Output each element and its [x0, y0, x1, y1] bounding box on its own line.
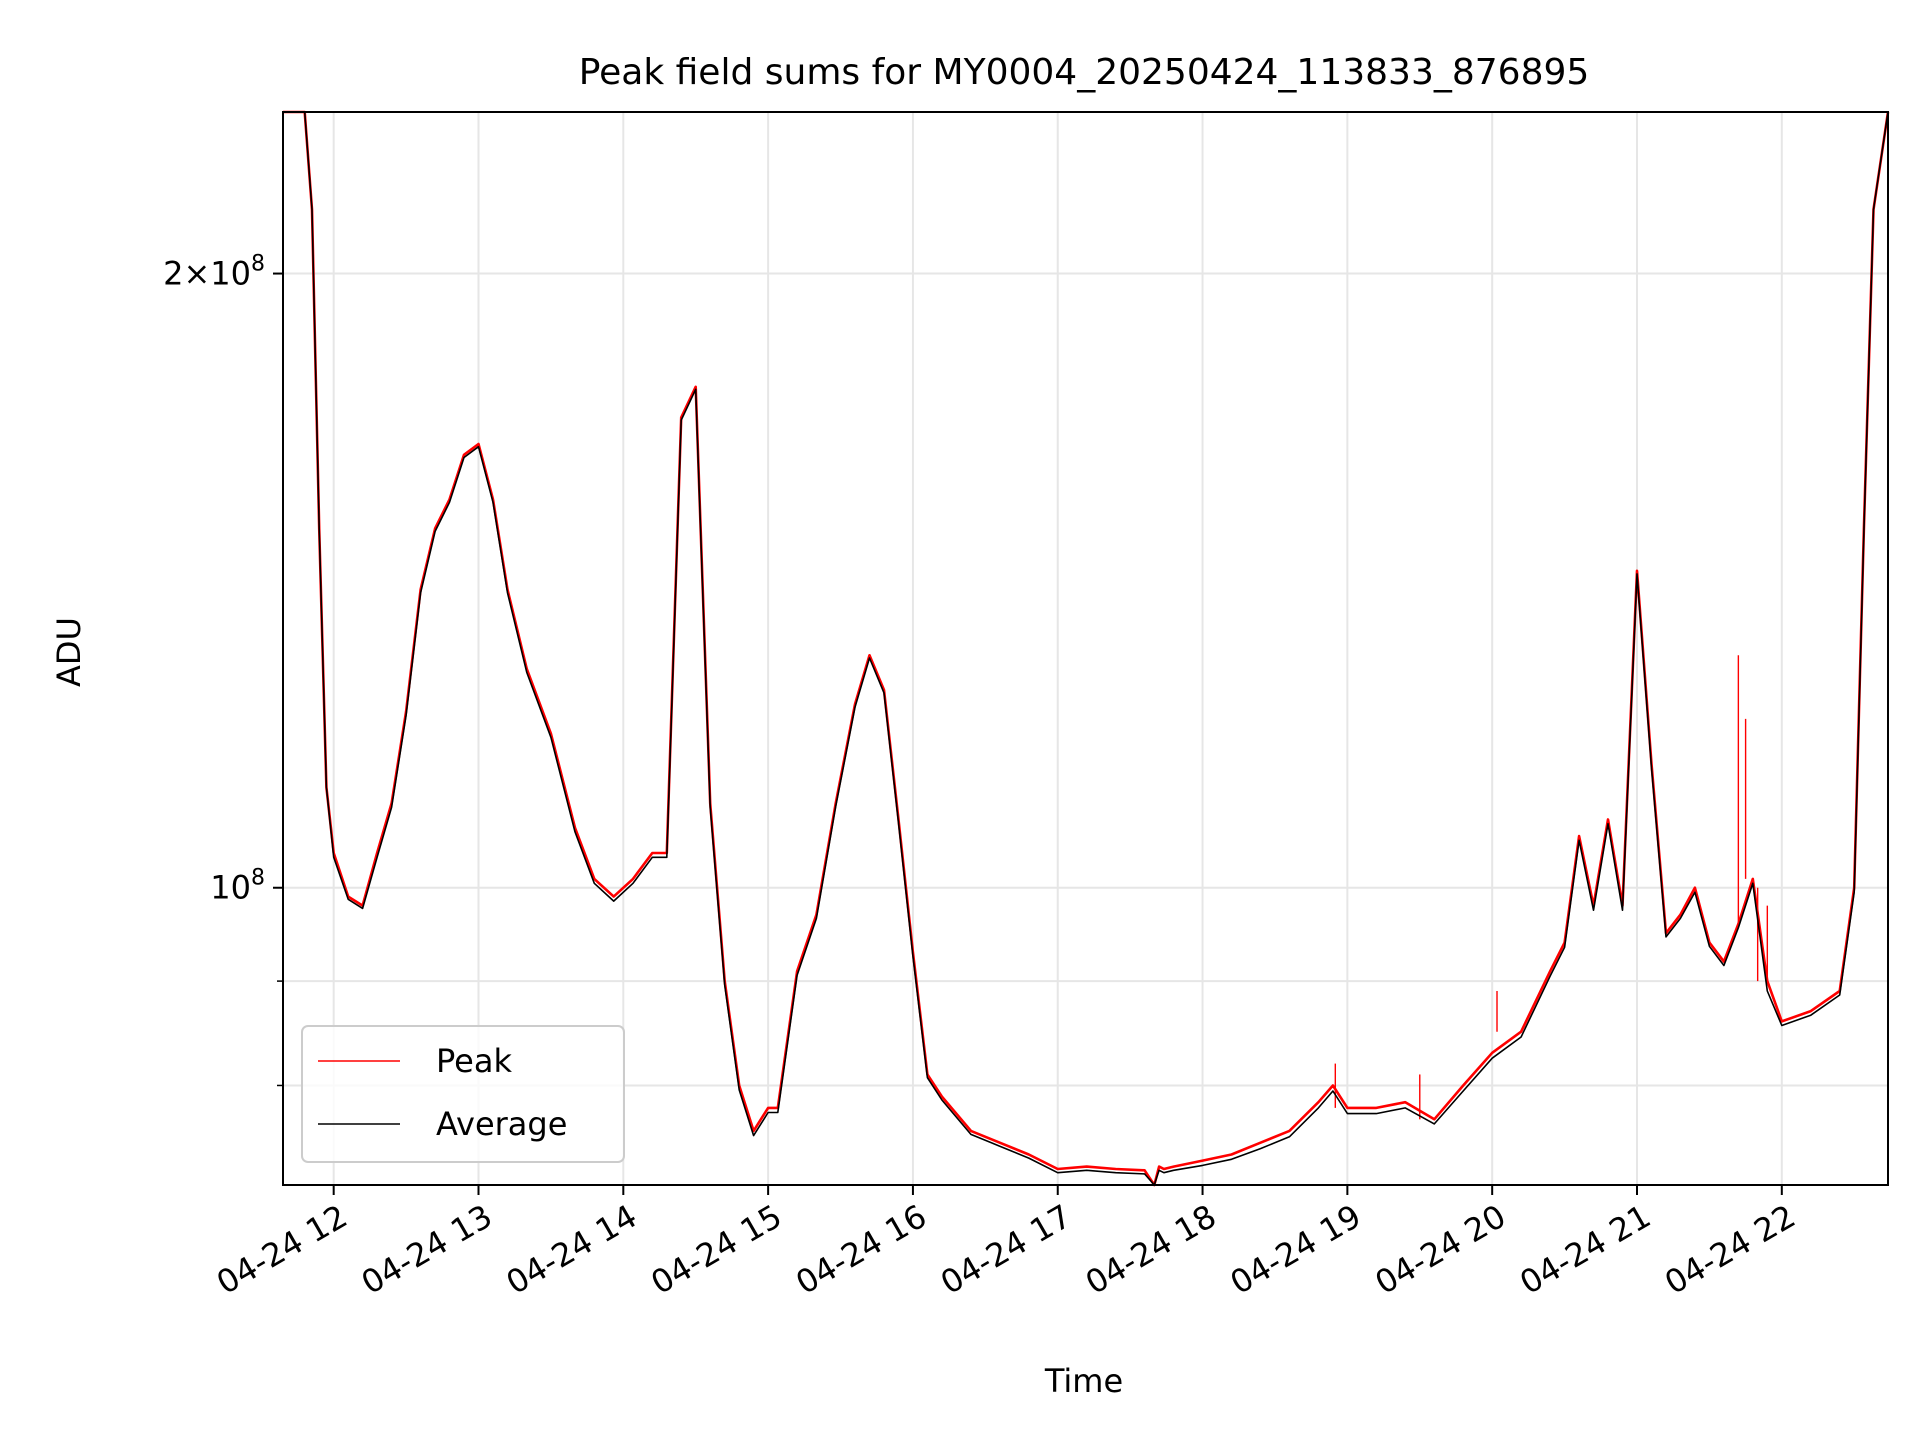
y-tick-label-0: 108 — [210, 866, 265, 907]
chart-title: Peak field sums for MY0004_20250424_1138… — [579, 52, 1590, 93]
legend-label-peak: Peak — [436, 1042, 512, 1080]
y-tick-label-1: 2×108 — [163, 252, 265, 293]
x-axis-label: Time — [1044, 1362, 1123, 1400]
legend-label-average: Average — [436, 1105, 567, 1143]
legend-box — [301, 1025, 625, 1163]
legend: Peak Average — [301, 1025, 625, 1163]
axes-frame — [282, 111, 1889, 1186]
y-axis-label: ADU — [50, 617, 88, 687]
series-line-average — [283, 111, 1889, 1186]
y-axis: 108 2×108 — [163, 252, 283, 1087]
grid — [283, 112, 1888, 1185]
plot-lines — [283, 110, 1890, 1187]
